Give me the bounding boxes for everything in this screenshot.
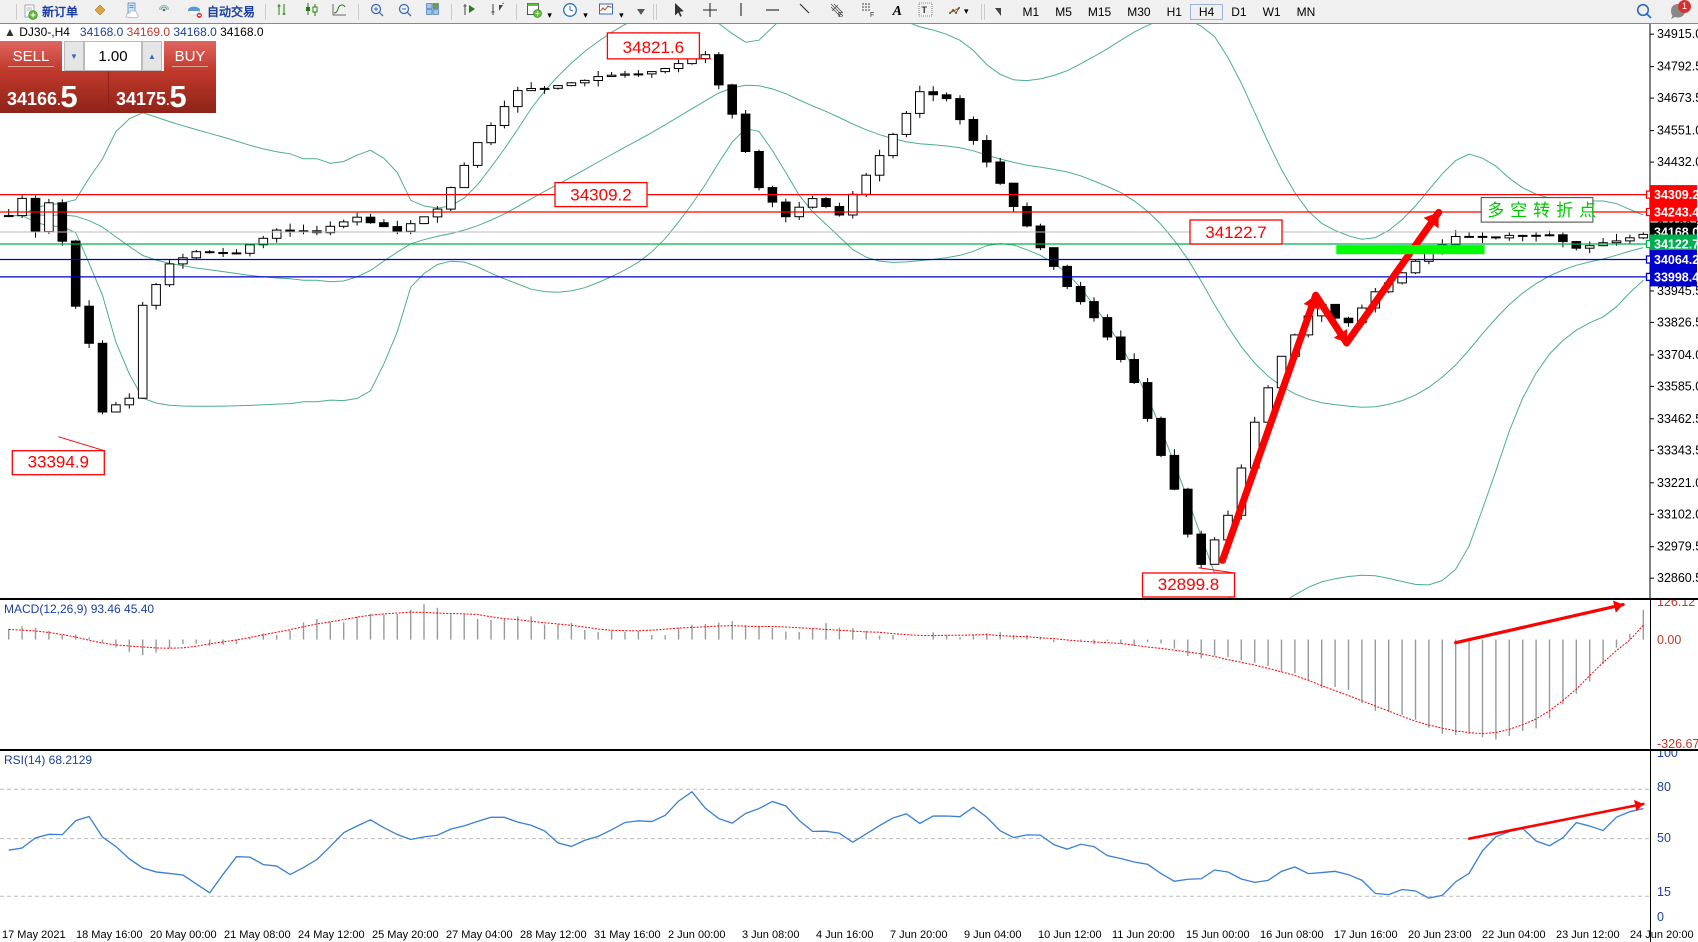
svg-text:E: E [838, 12, 843, 18]
svg-text:F: F [870, 12, 874, 18]
svg-text:T: T [922, 5, 928, 15]
